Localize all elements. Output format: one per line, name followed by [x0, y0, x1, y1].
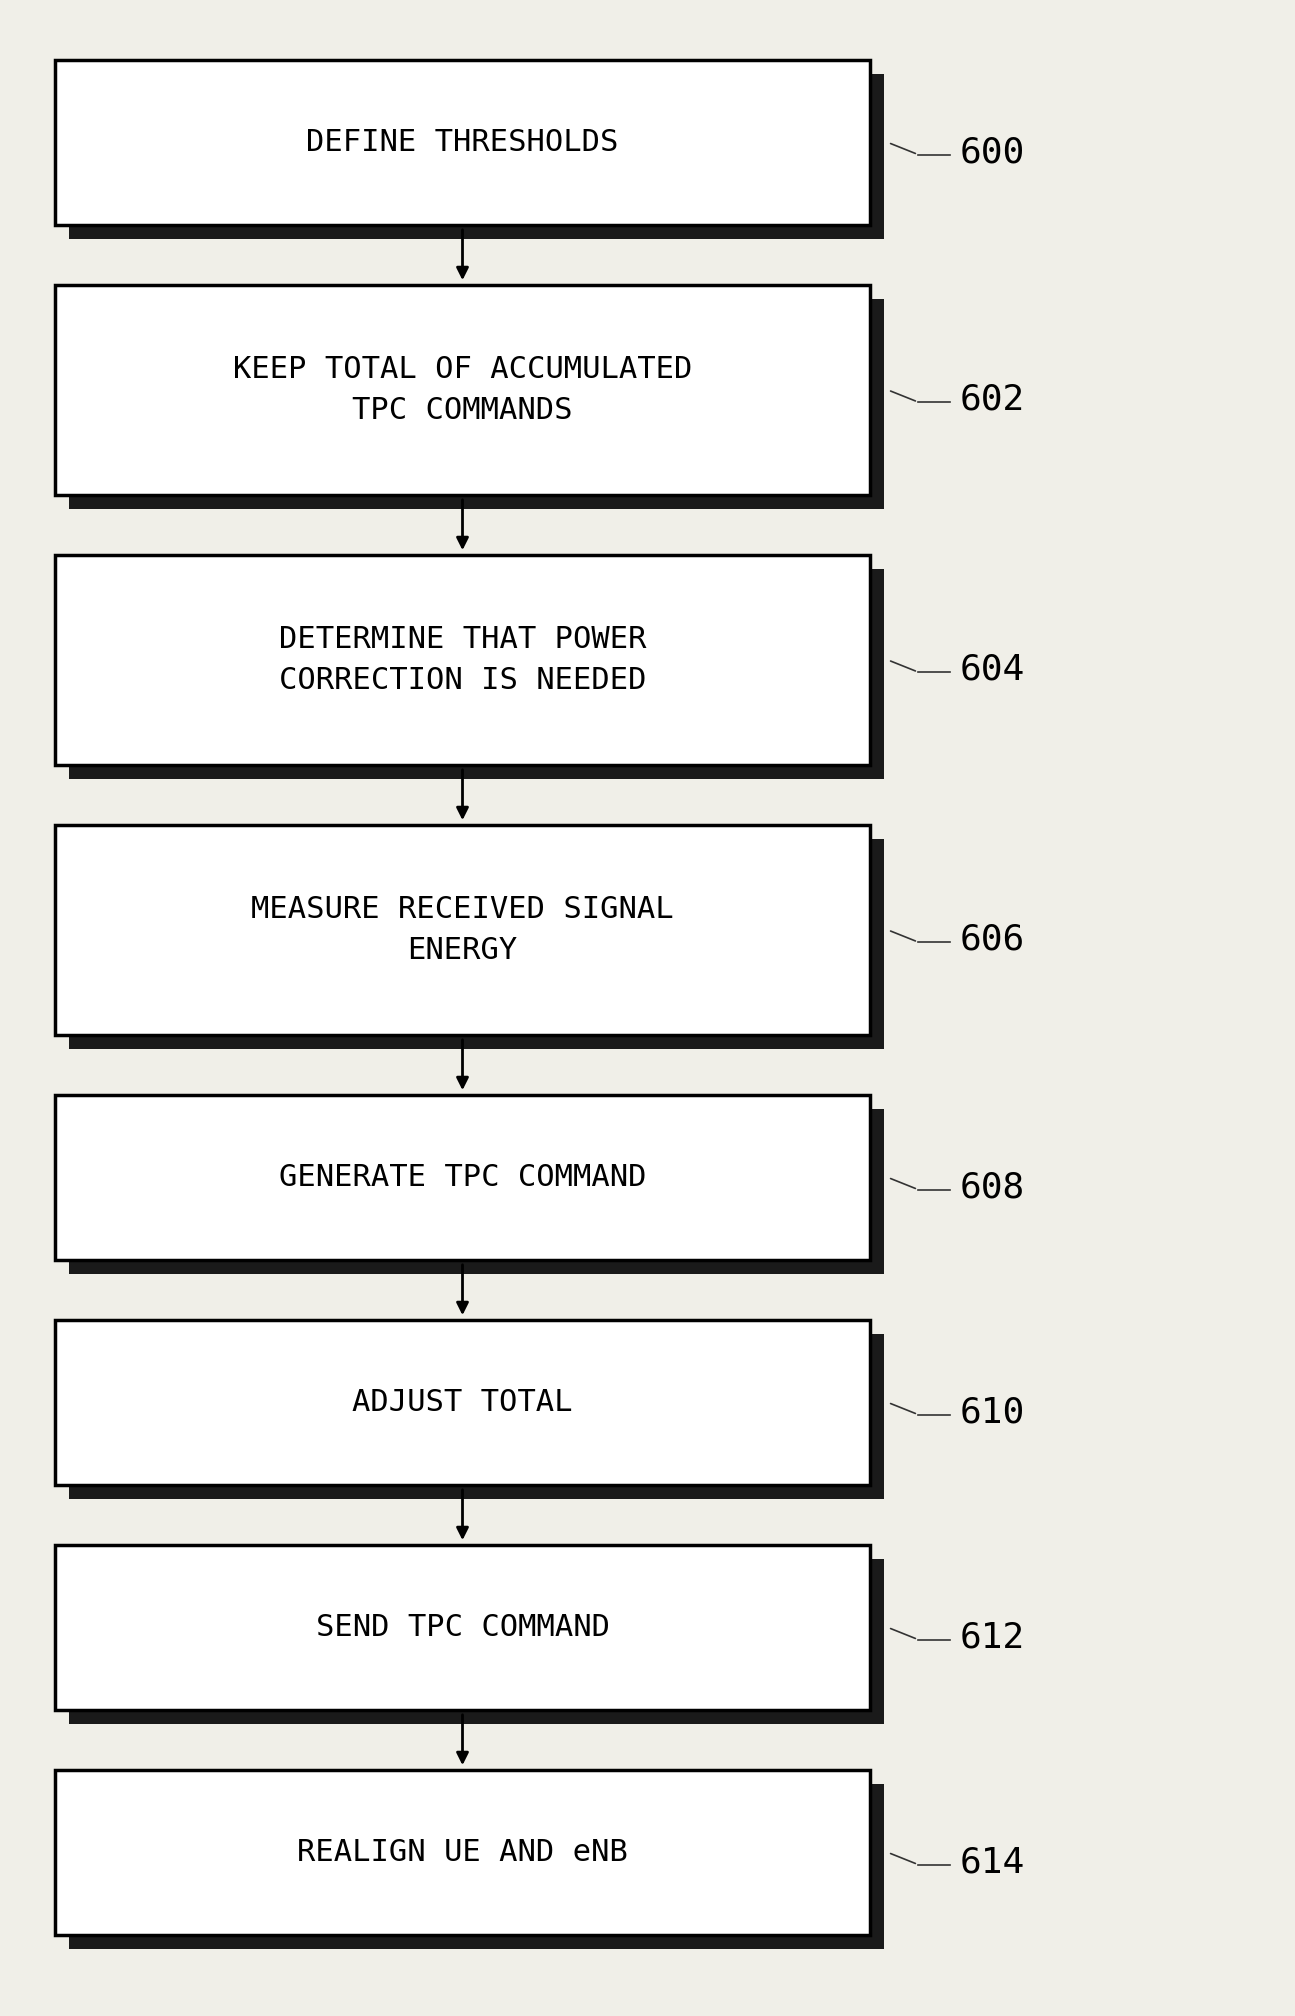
Bar: [54, 60, 870, 226]
Bar: [69, 75, 884, 240]
Text: 606: 606: [960, 923, 1026, 958]
Text: 612: 612: [960, 1621, 1026, 1655]
Bar: [69, 298, 884, 508]
Text: 608: 608: [960, 1171, 1026, 1204]
Bar: [69, 1335, 884, 1500]
Bar: [54, 554, 870, 764]
Text: KEEP TOTAL OF ACCUMULATED
TPC COMMANDS: KEEP TOTAL OF ACCUMULATED TPC COMMANDS: [233, 355, 693, 425]
Bar: [69, 1784, 884, 1949]
Text: DEFINE THRESHOLDS: DEFINE THRESHOLDS: [307, 127, 619, 157]
Text: MEASURE RECEIVED SIGNAL
ENERGY: MEASURE RECEIVED SIGNAL ENERGY: [251, 895, 673, 966]
Text: 610: 610: [960, 1395, 1026, 1429]
Text: 600: 600: [960, 135, 1026, 169]
Bar: [54, 1320, 870, 1486]
Bar: [54, 1095, 870, 1260]
Text: GENERATE TPC COMMAND: GENERATE TPC COMMAND: [278, 1163, 646, 1191]
Text: DETERMINE THAT POWER
CORRECTION IS NEEDED: DETERMINE THAT POWER CORRECTION IS NEEDE…: [278, 625, 646, 696]
Text: 614: 614: [960, 1845, 1026, 1879]
Bar: [69, 839, 884, 1048]
Bar: [69, 1558, 884, 1724]
Text: ADJUST TOTAL: ADJUST TOTAL: [352, 1387, 572, 1417]
Bar: [69, 569, 884, 778]
Bar: [54, 284, 870, 496]
Text: 604: 604: [960, 653, 1026, 687]
Bar: [54, 1770, 870, 1935]
Text: SEND TPC COMMAND: SEND TPC COMMAND: [316, 1613, 610, 1641]
Bar: [54, 825, 870, 1034]
Text: REALIGN UE AND eNB: REALIGN UE AND eNB: [297, 1839, 628, 1867]
Bar: [54, 1544, 870, 1710]
Text: 602: 602: [960, 383, 1026, 417]
Bar: [69, 1109, 884, 1274]
